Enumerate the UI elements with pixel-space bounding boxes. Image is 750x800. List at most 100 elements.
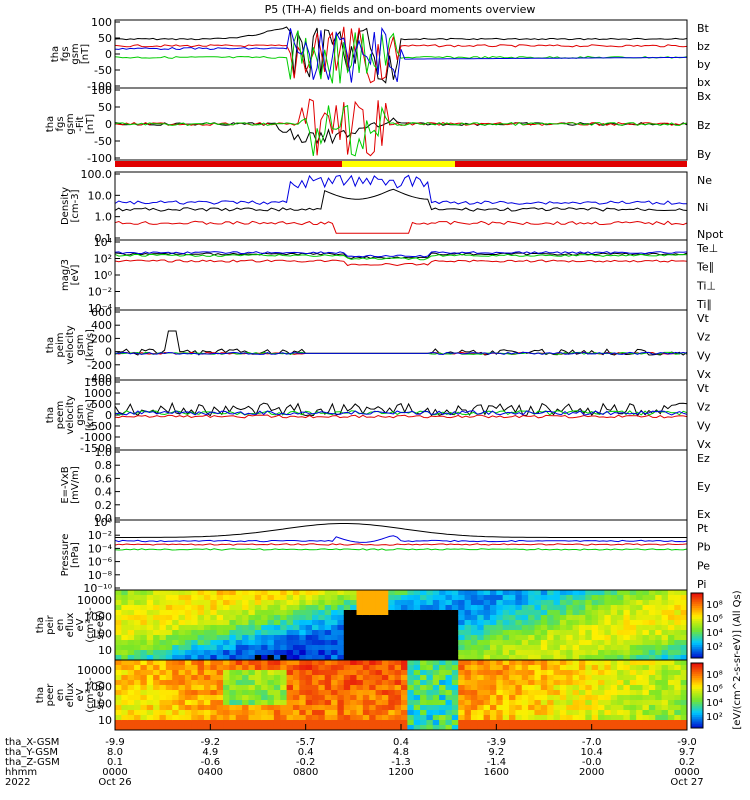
spectrogram-cell [553,630,561,636]
spectrogram-cell [242,640,249,646]
spectrogram-cell [496,705,504,711]
spectrogram-cell [362,600,370,606]
spectrogram-cell [502,650,510,656]
colorbar-cell [691,684,703,688]
spectrogram-cell [578,725,586,731]
spectrogram-cell [655,615,663,621]
spectrogram-cell [470,725,478,731]
spectrogram-cell [127,605,135,611]
spectrogram-cell [483,660,491,666]
spectrogram-cell [566,665,574,671]
spectrogram-cell [420,665,427,671]
spectrogram-cell [591,645,599,651]
spectrogram-cell [184,625,192,631]
spectrogram-cell [216,650,224,656]
spectrogram-cell [159,650,167,656]
spectrogram-cell [509,690,516,696]
spectrogram-cell [483,685,491,691]
spectrogram-cell [629,590,637,596]
colorbar-cell [691,653,703,657]
spectrogram-cell [458,685,466,691]
spectrogram-cell [534,610,542,616]
spectrogram-cell [477,640,485,646]
spectrogram-cell [547,615,555,621]
spectrogram-cell [521,725,529,731]
panel-ylabel-line: eflux [65,683,76,708]
spectrogram-cell [674,635,682,641]
spectrogram-cell [127,635,135,641]
spectrogram-cell [184,670,192,676]
spectrogram-cell [286,700,294,706]
spectrogram-cell [496,600,504,606]
spectrogram-cell [432,710,440,716]
spectrogram-cell [286,680,294,686]
spectrogram-cell [375,690,383,696]
legend-fgs_gsm_fit-Bz: Bz [697,119,711,132]
spectrogram-cell [331,625,338,631]
panel-ytick-label: 10⁻² [88,286,112,299]
spectrogram-cell [477,610,485,616]
spectrogram-cell [127,645,135,651]
spectrogram-cell [667,725,675,731]
spectrogram-cell [667,670,675,676]
spectrogram-cell [134,635,141,641]
spectrogram-cell [159,630,167,636]
spectrogram-cell [242,690,249,696]
spectrogram-cell [165,660,173,666]
spectrogram-cell [553,685,561,691]
spectrogram-cell [477,615,485,621]
spectrogram-cell [305,625,313,631]
spectrogram-cell [559,645,567,651]
spectrogram-cell [604,640,612,646]
spectrogram-cell [318,595,326,601]
spectrogram-cell [337,645,345,651]
spectrogram-cell [655,610,663,616]
panel-ytick-label: 500 [91,398,112,411]
spectrogram-cell [464,600,472,606]
spectrogram-cell [407,615,415,621]
spectrogram-cell [140,615,148,621]
spectrogram-cell [623,690,631,696]
spectrogram-cell [261,695,269,701]
spectrogram-cell [331,600,338,606]
spectrogram-cell [648,680,656,686]
spectrogram-cell [496,685,504,691]
spectrogram-cell [197,610,205,616]
x-row-label: tha_Z-GSM [5,757,60,768]
colorbar-cell [691,693,703,696]
spectrogram-cell [369,675,377,681]
mode-bar [115,161,687,167]
legend-peem_velocity-Vt: Vt [697,382,710,395]
spectrogram-cell [566,630,574,636]
spectrogram-cell [362,595,370,601]
spectrogram-cell [496,620,504,626]
spectrogram-cell [331,670,338,676]
spectrogram-cell [127,630,135,636]
spectrogram-cell [280,635,288,641]
spectrogram-cell [458,645,466,651]
spectrogram-cell [623,610,631,616]
spectrogram-cell [572,620,580,626]
spectrogram-cell [343,590,351,596]
spectrogram-cell [401,660,408,666]
spectrogram-cell [254,645,262,651]
spectrogram-cell [115,590,122,596]
spectrogram-cell [515,655,523,661]
spectrogram-cell [146,620,154,626]
spectrogram-cell [216,690,224,696]
spectrogram-cell [585,720,593,726]
spectrogram-cell [502,655,510,661]
panel-ytick-label: 0 [105,409,112,422]
spectrogram-cell [509,615,516,621]
spectrogram-cell [540,690,548,696]
spectrogram-cell [617,705,624,711]
spectrogram-cell [604,600,612,606]
spectrogram-cell [439,600,446,606]
spectrogram-cell [451,700,459,706]
spectrogram-cell [509,695,516,701]
spectrogram-cell [578,700,586,706]
spectrogram-cell [451,695,459,701]
spectrogram-cell [413,710,421,716]
spectrogram-cell [153,690,160,696]
spectrogram-cell [356,650,364,656]
